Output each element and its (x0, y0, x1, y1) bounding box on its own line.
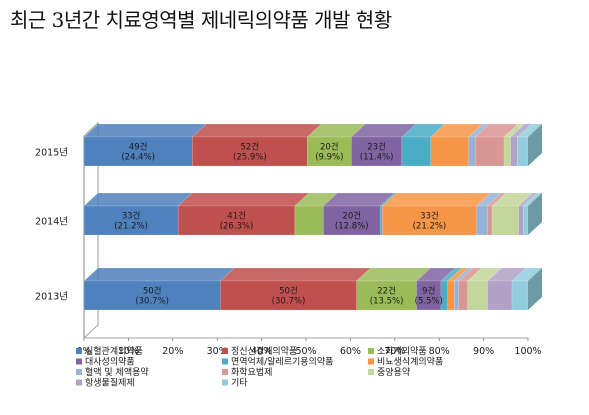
data-label: 49건 (24.4%) (121, 142, 155, 163)
legend-label: 기타 (231, 378, 248, 389)
bar-segment-2 (177, 205, 296, 236)
x-tick-label: 100% (514, 346, 541, 357)
legend-swatch (76, 369, 82, 375)
chart-title: 최근 3년간 치료영역별 제네릭의약품 개발 현황 (10, 8, 392, 32)
legend-swatch (368, 369, 374, 375)
bar-segment-10 (510, 136, 518, 167)
legend-swatch (368, 358, 374, 365)
x-tick-label: 90% (473, 346, 494, 357)
bar-top-2 (177, 192, 310, 207)
data-label: 52건 (25.9%) (233, 142, 267, 163)
bar-segment-8 (474, 136, 505, 167)
legend-swatch (368, 348, 374, 354)
bar-segment-3 (294, 205, 324, 236)
x-tick-label: 30% (207, 346, 228, 357)
data-label: 20건 (9.9%) (315, 142, 343, 163)
x-tick-label: 20% (162, 346, 183, 357)
bar-segment-9 (491, 205, 519, 236)
bar-segment-9 (503, 136, 511, 167)
legend-swatch (222, 369, 228, 375)
bar-segment-5 (401, 136, 431, 167)
x-tick-label: 10% (118, 346, 139, 357)
bar-segment-10 (518, 205, 524, 236)
bar-segment-1 (83, 136, 193, 167)
bar-side (528, 124, 542, 166)
bar-segment-4 (351, 136, 403, 167)
legend-label: 소화계의약품 (377, 345, 427, 357)
bar-top-6 (381, 192, 492, 207)
legend-swatch (222, 358, 228, 365)
bar-segment-1 (83, 205, 179, 236)
legend-swatch (76, 379, 82, 386)
x-tick-label: 70% (384, 346, 405, 357)
legend-label: 심혈관계의약품 (85, 345, 143, 357)
bar-segment-11 (517, 136, 529, 167)
bar-segment-7 (476, 205, 488, 236)
bar-segment-10 (487, 280, 513, 311)
bar-top-1 (83, 123, 207, 138)
bar-segment-11 (511, 280, 529, 311)
data-label: 33건 (21.2%) (413, 211, 447, 232)
bar-segment-3 (307, 136, 352, 167)
legend-label: 대사성의약품 (85, 356, 135, 368)
bar-segment-2 (192, 136, 308, 167)
x-tick-label: 40% (251, 346, 272, 357)
data-label: 22건 (13.5%) (370, 286, 404, 307)
bar-segment-4 (416, 280, 442, 311)
legend-label: 면역억제/알레르기용의약품 (231, 356, 333, 368)
bar-segment-8 (487, 205, 493, 236)
bar-segment-6 (430, 136, 469, 167)
legend-label: 혈액 및 체액용약 (85, 366, 149, 378)
data-label: 23건 (11.4%) (360, 142, 394, 163)
bar-top-2 (219, 267, 372, 282)
x-tick-label: 60% (340, 346, 361, 357)
bar-segment-2 (220, 280, 357, 311)
x-tick-label: 80% (429, 346, 450, 357)
data-label: 50건 (30.7%) (135, 286, 169, 307)
data-label: 41건 (26.3%) (220, 211, 254, 232)
bar-segment-5 (379, 205, 383, 236)
bar-segment-9 (467, 280, 488, 311)
bar-segment-7 (454, 280, 459, 311)
data-label: 33건 (21.2%) (114, 211, 148, 232)
bar-segment-4 (323, 205, 381, 236)
legend-swatch (222, 379, 228, 386)
legend-label: 항생물질제제 (85, 377, 135, 389)
category-label: 2015년 (35, 148, 68, 159)
data-label: 50건 (30.7%) (272, 286, 306, 307)
x-tick-label: 50% (295, 346, 316, 357)
bar-segment-3 (356, 280, 417, 311)
legend-swatch (222, 348, 228, 354)
legend-label: 화학요법제 (231, 367, 272, 378)
bar-side (528, 193, 542, 235)
category-label: 2014년 (35, 217, 68, 228)
bar-top-1 (83, 267, 235, 282)
data-label: 20건 (12.8%) (335, 211, 369, 232)
bar-segment-8 (458, 280, 468, 311)
legend-swatch (76, 348, 82, 354)
bar-side (528, 268, 542, 310)
bar-segment-1 (83, 280, 221, 311)
bar-segment-6 (382, 205, 477, 236)
bar-segment-7 (468, 136, 476, 167)
bar-top-1 (83, 192, 193, 207)
category-label: 2013년 (35, 292, 68, 303)
bar-segment-6 (447, 280, 455, 311)
legend-label: 중양용약 (377, 366, 410, 378)
legend-label: 정신신경계의약품 (231, 345, 297, 357)
data-label: 9건 (5.5%) (415, 286, 443, 307)
legend-swatch (76, 358, 82, 365)
legend-label: 비뇨생식계의약품 (377, 356, 443, 368)
bar-top-2 (191, 123, 322, 138)
bar-segment-11 (522, 205, 529, 236)
x-tick-label: 0% (76, 346, 91, 357)
